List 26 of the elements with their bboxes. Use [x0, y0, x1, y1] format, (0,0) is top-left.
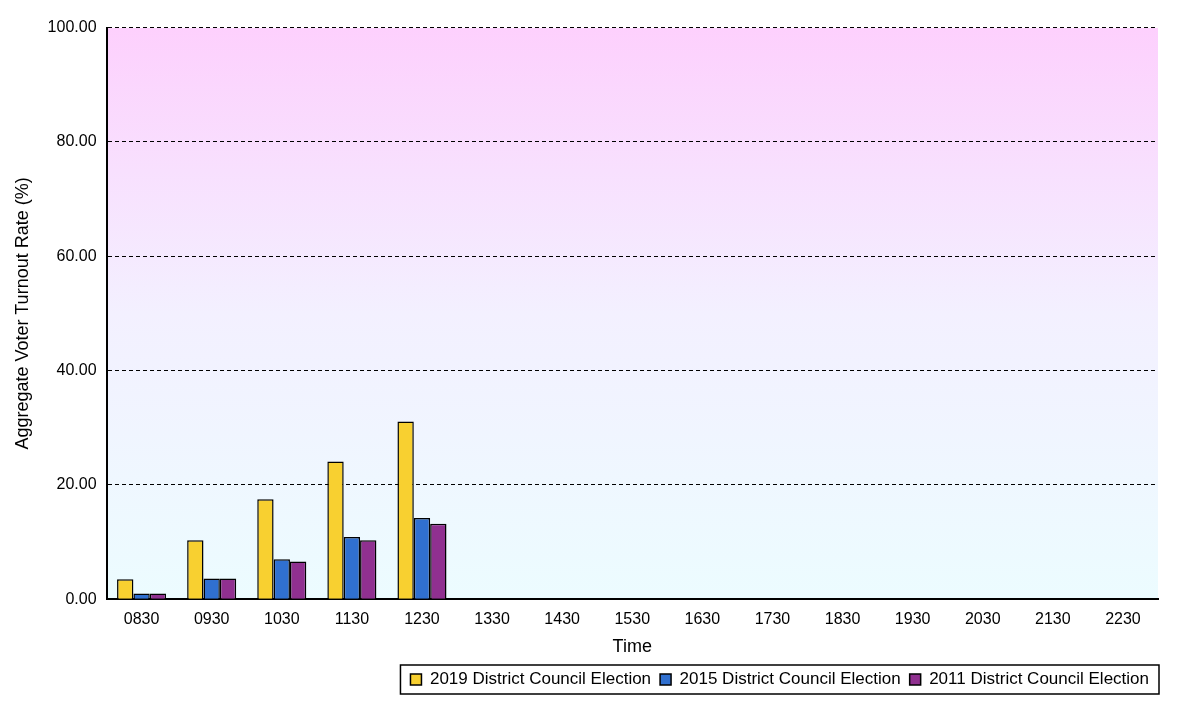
x-tick-label: 0830: [123, 610, 160, 628]
x-tick-label: 1330: [474, 610, 510, 628]
x-tick-label: 0930: [193, 610, 230, 628]
x-tick-label: 2230: [1105, 610, 1141, 628]
legend-label: 2015 District Council Election: [679, 669, 901, 689]
y-tick-label: 40.00: [56, 360, 97, 378]
y-tick-label: 100.00: [47, 18, 97, 36]
y-tick-label: 0.00: [65, 589, 97, 607]
x-tick-label: 1130: [334, 610, 370, 628]
x-tick-label: 1030: [263, 610, 300, 628]
x-tick-label: 1630: [684, 610, 721, 628]
x-tick-label: 1930: [894, 610, 931, 628]
x-axis-title: Time: [612, 636, 652, 657]
x-tick-label: 1230: [404, 610, 440, 628]
x-tick-label: 1830: [824, 610, 861, 628]
y-tick-label: 60.00: [56, 246, 97, 264]
x-tick-label: 1430: [544, 610, 581, 628]
y-tick-label: 80.00: [56, 132, 97, 150]
y-tick-label: 20.00: [56, 475, 97, 493]
x-tick-label: 2030: [964, 610, 1001, 628]
y-axis-title: Aggregate Voter Turnout Rate (%): [11, 177, 32, 450]
legend-label: 2011 District Council Election: [929, 669, 1150, 689]
legend-label: 2019 District Council Election: [429, 669, 652, 689]
x-tick-label: 1730: [754, 610, 791, 628]
x-tick-label: 2130: [1035, 610, 1071, 628]
x-tick-label: 1530: [614, 610, 651, 628]
